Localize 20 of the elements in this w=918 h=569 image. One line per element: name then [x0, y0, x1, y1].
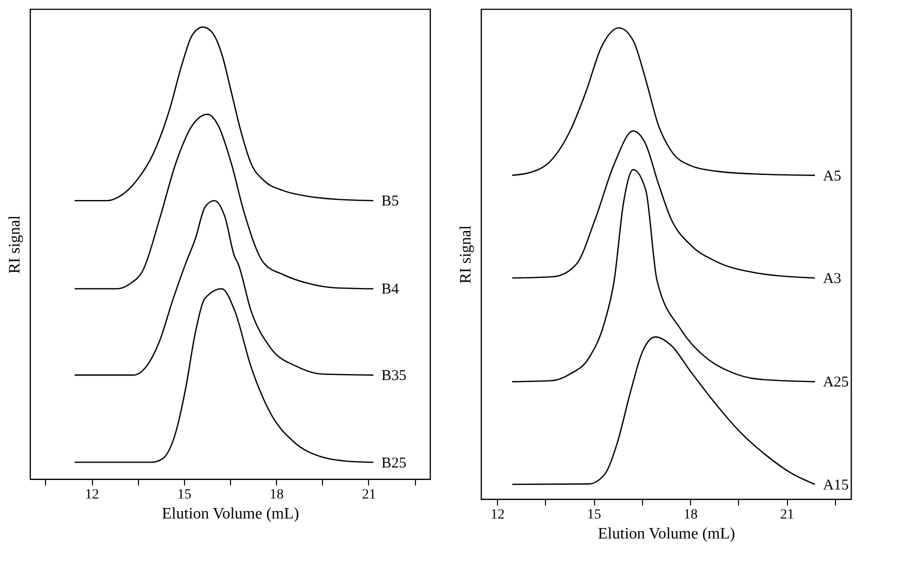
x-tick-label: 12: [85, 488, 100, 502]
series-label: A5: [822, 168, 842, 184]
x-tick-label: 21: [362, 488, 376, 502]
x-axis-title: Elution Volume (mL): [162, 506, 300, 522]
x-tick-label: 15: [587, 508, 602, 522]
x-tick-label: 18: [270, 488, 284, 502]
y-axis-title: RI signal: [458, 224, 474, 284]
x-tick-label: 18: [684, 508, 698, 522]
series-label: B4: [381, 282, 400, 298]
x-tick-label: 21: [780, 508, 794, 522]
series-label: B35: [381, 368, 406, 384]
series-label: A15: [822, 477, 849, 494]
series-label: A25: [822, 374, 849, 391]
series-label: A3: [822, 271, 842, 288]
x-tick-label: 12: [490, 508, 505, 522]
y-axis-title: RI signal: [6, 214, 24, 274]
x-tick-label: 15: [177, 488, 192, 502]
series-label: B5: [381, 194, 399, 210]
x-axis-title: Elution Volume (mL): [598, 526, 736, 542]
series-label: B25: [381, 455, 406, 472]
